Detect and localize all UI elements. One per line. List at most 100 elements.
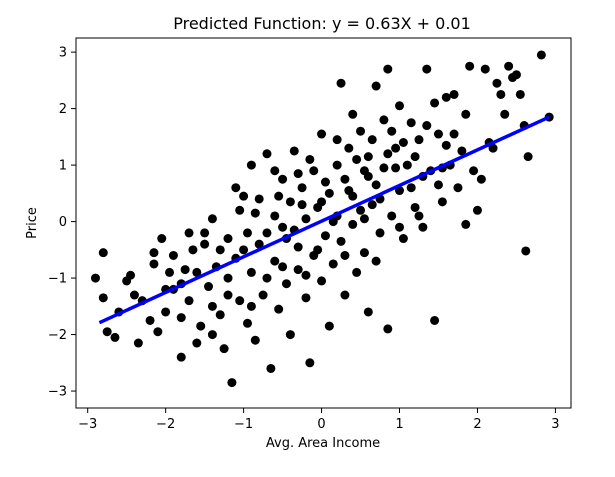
data-point-36 bbox=[231, 183, 241, 193]
data-point-29 bbox=[207, 214, 217, 224]
data-point-179 bbox=[406, 183, 416, 193]
data-point-156 bbox=[328, 217, 338, 227]
x-tick-label: 0 bbox=[317, 417, 325, 432]
data-point-109 bbox=[430, 315, 440, 325]
data-point-94 bbox=[379, 163, 389, 173]
data-point-3 bbox=[102, 327, 112, 337]
data-point-79 bbox=[344, 143, 354, 153]
data-point-171 bbox=[449, 129, 459, 139]
data-point-84 bbox=[356, 205, 366, 215]
data-point-175 bbox=[301, 270, 311, 280]
y-tick-label: −1 bbox=[48, 272, 67, 287]
data-point-44 bbox=[254, 194, 264, 204]
data-point-24 bbox=[192, 338, 202, 348]
regression-line-layer bbox=[98, 115, 550, 325]
data-point-138 bbox=[215, 245, 225, 255]
data-point-37 bbox=[235, 296, 245, 306]
data-point-31 bbox=[215, 310, 225, 320]
data-point-146 bbox=[387, 126, 397, 136]
data-point-92 bbox=[375, 228, 385, 238]
data-point-176 bbox=[332, 135, 342, 145]
data-point-0 bbox=[90, 273, 100, 283]
data-point-116 bbox=[457, 146, 467, 156]
y-ticks: −3 −2 −1 0 1 2 3 bbox=[48, 46, 76, 400]
data-point-181 bbox=[461, 109, 471, 119]
data-point-7 bbox=[126, 270, 136, 280]
data-point-134 bbox=[523, 152, 533, 162]
data-point-19 bbox=[176, 313, 186, 323]
y-tick-label: 1 bbox=[59, 159, 67, 174]
x-tick-label: 2 bbox=[473, 417, 481, 432]
data-point-45 bbox=[258, 290, 268, 300]
data-point-153 bbox=[274, 191, 284, 201]
x-tick-label: −3 bbox=[78, 417, 97, 432]
data-point-126 bbox=[496, 89, 506, 99]
data-point-107 bbox=[422, 64, 432, 74]
data-point-63 bbox=[305, 358, 315, 368]
data-point-139 bbox=[242, 228, 252, 238]
data-point-103 bbox=[406, 118, 416, 128]
data-point-185 bbox=[348, 109, 358, 119]
data-point-117 bbox=[461, 219, 471, 229]
data-point-135 bbox=[536, 50, 546, 60]
data-point-14 bbox=[157, 234, 167, 244]
data-point-150 bbox=[200, 228, 210, 238]
data-point-184 bbox=[293, 169, 303, 179]
data-point-82 bbox=[352, 267, 362, 277]
data-point-163 bbox=[223, 290, 233, 300]
data-point-22 bbox=[184, 296, 194, 306]
data-point-111 bbox=[437, 197, 447, 207]
data-point-50 bbox=[270, 256, 280, 266]
data-point-157 bbox=[352, 154, 362, 164]
data-point-43 bbox=[250, 335, 260, 345]
data-point-137 bbox=[192, 267, 202, 277]
data-point-115 bbox=[453, 183, 463, 193]
data-point-23 bbox=[188, 245, 198, 255]
data-point-77 bbox=[340, 174, 350, 184]
data-point-70 bbox=[324, 188, 334, 198]
data-point-41 bbox=[246, 267, 256, 277]
data-point-64 bbox=[309, 166, 319, 176]
data-point-53 bbox=[278, 222, 288, 232]
data-point-26 bbox=[200, 239, 210, 249]
data-point-61 bbox=[301, 293, 311, 303]
data-point-174 bbox=[270, 166, 280, 176]
data-point-96 bbox=[383, 324, 393, 334]
y-tick-label: −3 bbox=[48, 385, 67, 400]
data-point-159 bbox=[398, 138, 408, 148]
data-point-100 bbox=[395, 101, 405, 111]
data-point-93 bbox=[379, 115, 389, 125]
data-point-168 bbox=[363, 171, 373, 181]
data-point-58 bbox=[293, 242, 303, 252]
data-point-144 bbox=[344, 186, 354, 196]
data-point-104 bbox=[410, 202, 420, 212]
data-point-27 bbox=[204, 282, 214, 292]
data-point-187 bbox=[422, 121, 432, 131]
data-point-122 bbox=[480, 64, 490, 74]
data-point-180 bbox=[430, 98, 440, 108]
data-point-145 bbox=[367, 135, 377, 145]
data-point-189 bbox=[313, 245, 323, 255]
data-point-73 bbox=[332, 160, 342, 170]
y-tick-label: 3 bbox=[59, 46, 67, 61]
data-point-78 bbox=[340, 290, 350, 300]
data-point-102 bbox=[402, 160, 412, 170]
data-point-186 bbox=[395, 222, 405, 232]
data-point-178 bbox=[383, 149, 393, 159]
data-point-182 bbox=[129, 290, 139, 300]
data-point-4 bbox=[110, 332, 120, 342]
data-point-140 bbox=[262, 273, 272, 283]
data-point-71 bbox=[324, 321, 334, 331]
x-axis-label: Avg. Area Income bbox=[266, 436, 380, 451]
data-point-2 bbox=[98, 248, 108, 258]
data-point-32 bbox=[219, 344, 229, 354]
data-point-91 bbox=[371, 180, 381, 190]
data-point-72 bbox=[328, 259, 338, 269]
data-point-95 bbox=[383, 64, 393, 74]
data-point-124 bbox=[488, 143, 498, 153]
data-point-62 bbox=[301, 214, 311, 224]
plot-frame bbox=[75, 37, 572, 409]
data-point-60 bbox=[297, 183, 307, 193]
regression-line bbox=[98, 115, 550, 325]
data-point-119 bbox=[469, 166, 479, 176]
